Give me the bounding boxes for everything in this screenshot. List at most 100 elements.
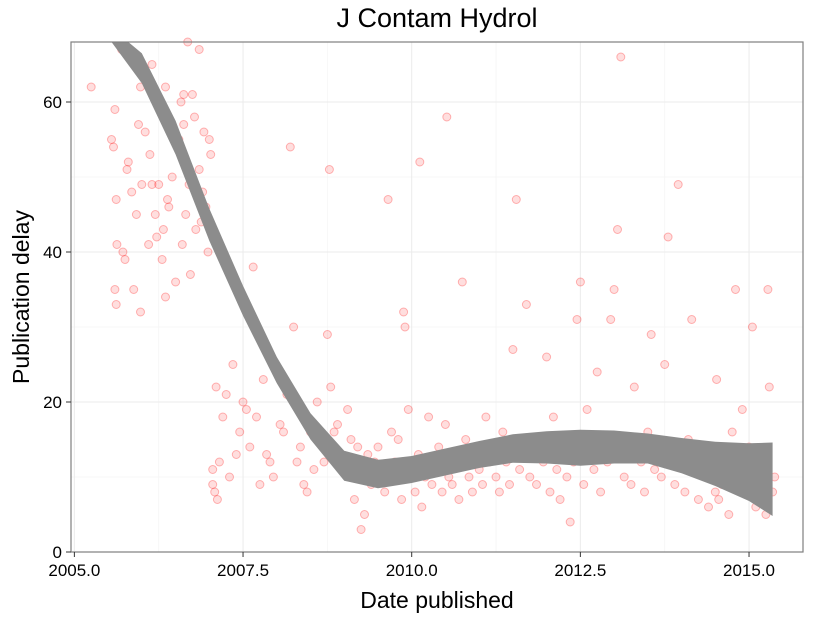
- data-point: [464, 472, 474, 482]
- data-point: [111, 300, 121, 309]
- data-point: [356, 525, 366, 534]
- data-point: [494, 487, 504, 497]
- data-point: [144, 240, 154, 249]
- data-point: [656, 472, 666, 482]
- data-point: [225, 472, 234, 482]
- data-point: [302, 487, 312, 497]
- data-point: [208, 480, 218, 489]
- data-point: [552, 465, 562, 474]
- x-tick-label: 2015.0: [723, 561, 775, 580]
- data-point: [609, 285, 619, 294]
- data-point: [548, 412, 558, 422]
- data-point: [329, 427, 339, 437]
- data-point: [238, 397, 248, 407]
- data-point: [596, 487, 606, 497]
- data-point: [461, 435, 471, 444]
- data-point: [187, 90, 197, 99]
- data-point: [680, 487, 690, 497]
- data-point: [387, 427, 396, 437]
- data-point: [107, 135, 116, 144]
- data-point: [731, 285, 740, 294]
- data-point: [572, 315, 582, 324]
- data-point: [333, 420, 342, 429]
- data-point: [442, 112, 452, 122]
- panel-border: [70, 41, 804, 553]
- data-point: [346, 435, 356, 444]
- data-point: [167, 172, 177, 182]
- data-point: [176, 97, 186, 107]
- data-point: [326, 382, 336, 392]
- data-point: [410, 487, 420, 497]
- data-point: [194, 165, 204, 174]
- data-point: [111, 195, 121, 204]
- data-point: [147, 180, 157, 189]
- data-point: [194, 45, 204, 54]
- data-point: [179, 90, 189, 99]
- data-point: [562, 472, 572, 482]
- data-point: [626, 480, 636, 489]
- data-point: [255, 480, 265, 489]
- data-point: [206, 150, 216, 159]
- data-point: [737, 405, 747, 414]
- x-axis: 2005.0 2007.5 2010.0 2012.5 2015.0: [48, 552, 775, 580]
- x-tick-label: 2010.0: [386, 561, 438, 580]
- data-point: [299, 480, 309, 489]
- data-point: [218, 412, 228, 422]
- data-point: [112, 240, 122, 249]
- data-point: [481, 412, 491, 422]
- data-point: [285, 142, 295, 152]
- data-point: [137, 180, 147, 189]
- data-point: [110, 105, 120, 114]
- data-point: [710, 487, 720, 497]
- data-point: [319, 457, 329, 467]
- data-point: [265, 457, 275, 467]
- data-point: [467, 487, 477, 497]
- data-point: [228, 360, 238, 369]
- data-point: [360, 510, 369, 519]
- data-point: [322, 330, 332, 339]
- y-tick-label: 0: [53, 543, 62, 562]
- data-point: [145, 150, 155, 159]
- chart-title: J Contam Hydrol: [336, 3, 537, 33]
- data-point: [673, 180, 683, 189]
- data-point: [191, 225, 201, 234]
- data-point: [212, 495, 222, 504]
- data-point: [440, 420, 450, 429]
- data-point: [693, 495, 703, 504]
- data-point: [262, 450, 272, 459]
- data-point: [663, 232, 673, 242]
- data-point: [606, 315, 616, 324]
- data-point: [152, 232, 162, 242]
- data-point: [248, 262, 258, 272]
- data-point: [582, 405, 592, 414]
- data-point: [399, 307, 409, 317]
- data-point: [687, 315, 697, 324]
- data-point: [177, 240, 187, 249]
- data-point: [158, 225, 168, 234]
- data-point: [309, 465, 319, 474]
- data-point: [295, 442, 305, 452]
- data-point: [231, 450, 241, 459]
- data-point: [415, 157, 425, 167]
- data-point: [646, 330, 656, 339]
- data-point: [245, 442, 255, 452]
- data-point: [210, 487, 220, 497]
- x-tick-label: 2005.0: [48, 561, 100, 580]
- data-point: [613, 225, 622, 234]
- data-point: [542, 352, 552, 362]
- data-point: [179, 120, 189, 129]
- data-point: [619, 472, 629, 482]
- data-point: [312, 397, 322, 407]
- data-point: [157, 255, 167, 264]
- data-point: [221, 390, 231, 399]
- data-point: [515, 465, 525, 474]
- data-point: [109, 142, 118, 152]
- data-point: [763, 285, 773, 294]
- data-point: [190, 112, 199, 122]
- data-point: [268, 472, 278, 482]
- data-point: [118, 247, 128, 257]
- data-point: [427, 480, 437, 489]
- data-point: [123, 157, 133, 167]
- data-point: [373, 442, 383, 452]
